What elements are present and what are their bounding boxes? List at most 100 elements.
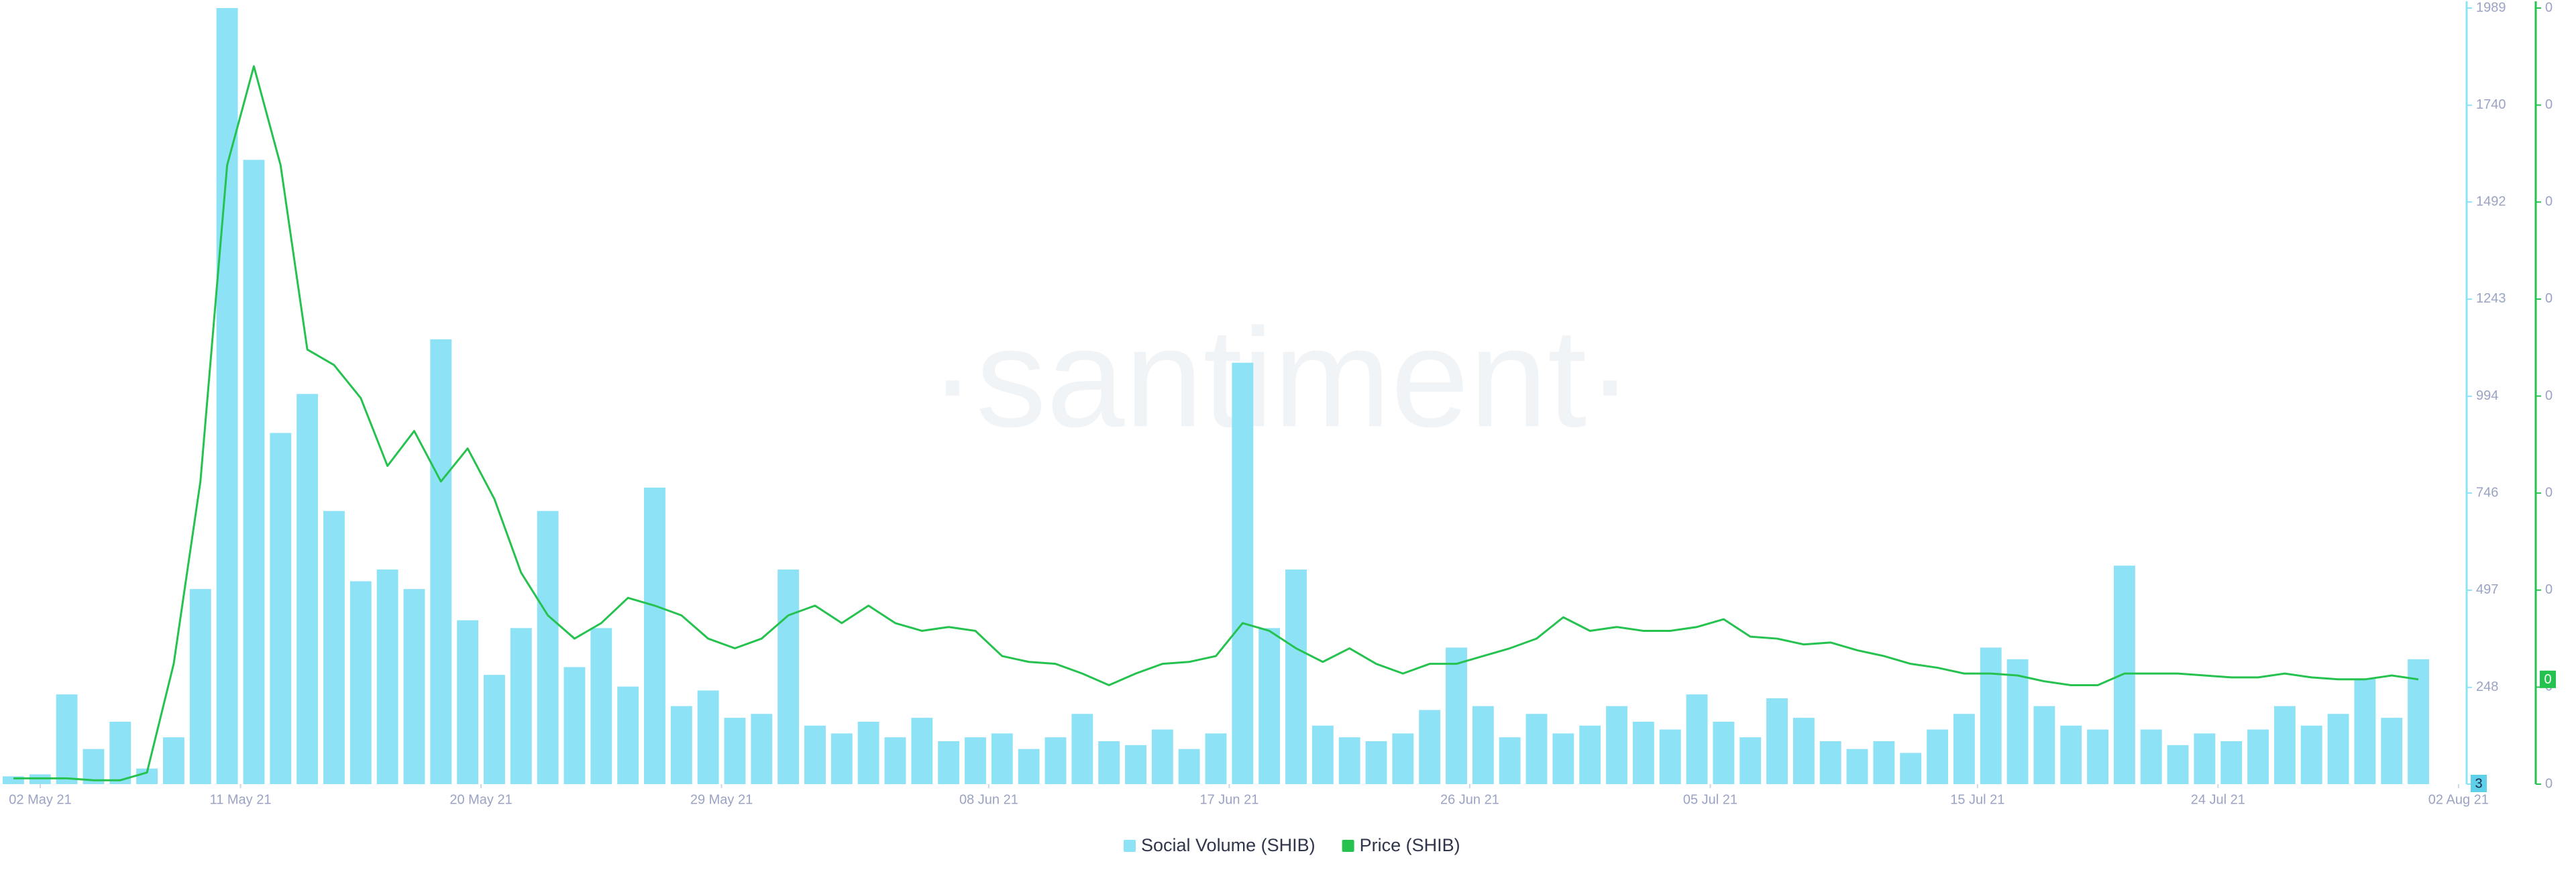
bar [430, 339, 452, 784]
bar [1338, 737, 1360, 784]
bar [1739, 737, 1762, 784]
bar [2033, 706, 2055, 784]
bar [162, 737, 184, 784]
bar [2194, 733, 2216, 784]
bar [1392, 733, 1414, 784]
volume-badge-label: 3 [2475, 776, 2482, 791]
y2-tick-label: 0 [2545, 0, 2553, 15]
y-tick-label: 994 [2476, 388, 2498, 403]
x-tick-label: 02 May 21 [9, 792, 71, 807]
y-tick-label: 497 [2476, 582, 2498, 597]
bar [911, 718, 933, 784]
bar [2220, 741, 2243, 784]
bar [1792, 718, 1815, 784]
y2-tick-label: 0 [2545, 97, 2553, 112]
bar [323, 510, 345, 784]
y2-tick-label: 0 [2545, 388, 2553, 403]
y-tick-label: 746 [2476, 485, 2498, 500]
bar [2087, 729, 2108, 784]
bar [109, 721, 131, 784]
x-tick-label: 11 May 21 [210, 792, 272, 807]
bar [1285, 569, 1307, 784]
bar [2140, 729, 2162, 784]
bar [830, 733, 853, 784]
bar [510, 628, 532, 784]
y-tick-label: 1740 [2476, 97, 2506, 112]
x-tick-label: 29 May 21 [690, 792, 753, 807]
bar [1713, 721, 1735, 784]
bar [564, 667, 586, 784]
bar [1258, 628, 1281, 784]
bar [670, 706, 692, 784]
bar [991, 733, 1013, 784]
x-tick-label: 26 Jun 21 [1440, 792, 1499, 807]
price-badge [2540, 670, 2556, 688]
bar [2300, 725, 2322, 784]
bar [804, 725, 826, 784]
bar [1098, 741, 1120, 784]
bar [1232, 362, 1254, 784]
bar [1873, 741, 1895, 784]
bar [1766, 698, 1788, 784]
y2-tick-label: 0 [2545, 582, 2553, 597]
x-tick-label: 20 May 21 [449, 792, 512, 807]
bar [2060, 725, 2082, 784]
price-badge-label: 0 [2544, 672, 2551, 687]
bar [1927, 729, 1948, 784]
bar [1552, 733, 1574, 784]
bar [751, 714, 773, 784]
bar [56, 694, 78, 784]
bar [1018, 749, 1040, 784]
y-tick-label: 1243 [2476, 291, 2506, 306]
bar [1525, 714, 1548, 784]
price-line [13, 65, 2419, 781]
bar [216, 8, 238, 784]
bar [1819, 741, 1841, 784]
bar [83, 749, 105, 784]
x-tick-label: 05 Jul 21 [1683, 792, 1737, 807]
y-tick-label: 1989 [2476, 0, 2506, 15]
bar [270, 433, 292, 784]
x-tick-label: 15 Jul 21 [1950, 792, 2004, 807]
bar [697, 690, 719, 784]
bar [1606, 706, 1627, 784]
x-tick-label: 24 Jul 21 [2191, 792, 2245, 807]
bar [724, 718, 746, 784]
bar [2113, 565, 2135, 784]
bar [297, 394, 319, 784]
bar [2167, 745, 2189, 784]
bar [1472, 706, 1494, 784]
bar [617, 686, 639, 784]
bar [1178, 749, 1200, 784]
bar [376, 569, 398, 784]
bar [2006, 659, 2029, 784]
bar [1071, 714, 1093, 784]
bar [777, 569, 800, 784]
bar [644, 487, 665, 784]
x-tick-label: 08 Jun 21 [959, 792, 1018, 807]
legend-label: Price (SHIB) [1360, 835, 1460, 855]
watermark: ·santiment· [929, 298, 1633, 456]
y-tick-label: 248 [2476, 679, 2498, 694]
bar [1686, 694, 1708, 784]
y2-tick-label: 0 [2545, 291, 2553, 306]
bar [1044, 737, 1067, 784]
bar [1846, 749, 1868, 784]
bar [2, 776, 24, 784]
bar [2354, 678, 2376, 784]
bar [1311, 725, 1334, 784]
bar [1953, 714, 1975, 784]
bar [1419, 710, 1441, 784]
bar [1125, 745, 1146, 784]
y-tick-label: 1492 [2476, 194, 2506, 209]
y2-tick-label: 0 [2545, 485, 2553, 500]
bar [938, 741, 960, 784]
volume-badge [2471, 775, 2487, 792]
bar [189, 589, 211, 784]
bar [1499, 737, 1521, 784]
bar [2381, 718, 2403, 784]
bar [243, 160, 265, 784]
bar [457, 620, 479, 784]
bar [590, 628, 612, 784]
